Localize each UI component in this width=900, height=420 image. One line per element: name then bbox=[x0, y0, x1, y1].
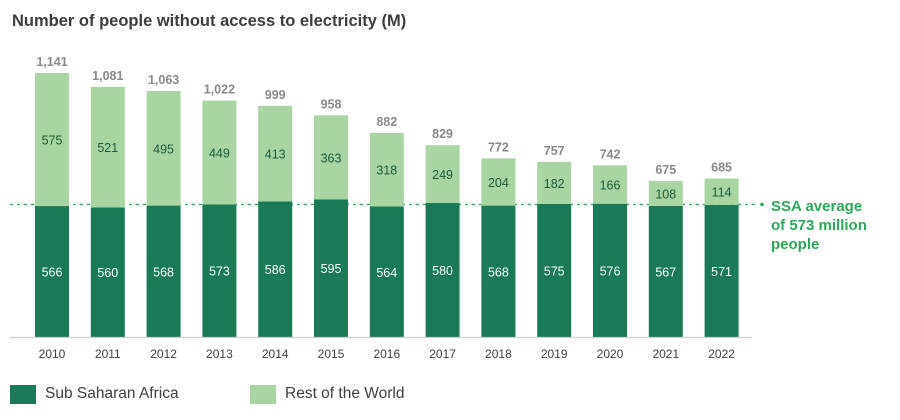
bar-ssa-2013 bbox=[202, 204, 237, 337]
data-label-ssa: 576 bbox=[600, 264, 621, 278]
x-tick-label: 2010 bbox=[39, 347, 66, 361]
x-tick-label: 2015 bbox=[318, 347, 345, 361]
data-label-rest: 114 bbox=[712, 186, 732, 200]
x-tick-label: 2017 bbox=[429, 347, 456, 361]
data-label-ssa: 560 bbox=[97, 266, 118, 280]
data-label-total: 999 bbox=[265, 88, 286, 102]
data-label-rest: 204 bbox=[488, 176, 509, 190]
bar-rest-2013 bbox=[202, 100, 237, 205]
bar-rest-2018 bbox=[481, 158, 516, 206]
data-label-rest: 363 bbox=[321, 151, 342, 165]
bar-rest-2012 bbox=[146, 91, 181, 206]
data-label-rest: 318 bbox=[376, 164, 397, 178]
bar-ssa-2020 bbox=[593, 203, 627, 337]
data-label-rest: 166 bbox=[600, 179, 621, 193]
x-tick-label: 2011 bbox=[95, 347, 121, 361]
bar-rest-2019 bbox=[537, 161, 572, 204]
bar-rest-2017 bbox=[425, 145, 460, 203]
data-label-total: 685 bbox=[711, 161, 732, 175]
bar-ssa-2019 bbox=[537, 203, 572, 337]
data-label-ssa: 571 bbox=[711, 265, 732, 279]
data-label-ssa: 567 bbox=[655, 265, 676, 279]
data-label-total: 958 bbox=[321, 97, 342, 111]
legend-swatch-ssa bbox=[10, 384, 36, 404]
x-tick-label: 2022 bbox=[708, 347, 735, 361]
bar-ssa-2011 bbox=[90, 207, 125, 337]
bar-ssa-2015 bbox=[314, 199, 348, 337]
legend-swatch-rest bbox=[250, 384, 276, 404]
bar-rest-2014 bbox=[258, 105, 293, 202]
data-label-total: 1,081 bbox=[92, 69, 123, 83]
bar-rest-2021 bbox=[648, 180, 683, 206]
data-label-ssa: 568 bbox=[153, 265, 174, 279]
bar-rest-2015 bbox=[314, 115, 348, 200]
bar-ssa-2021 bbox=[648, 205, 683, 337]
data-label-total: 1,022 bbox=[204, 83, 235, 97]
legend-label-ssa: Sub Saharan Africa bbox=[45, 385, 179, 402]
data-label-total: 757 bbox=[544, 144, 565, 158]
bar-ssa-2014 bbox=[258, 201, 293, 337]
legend-item-ssa: Sub Saharan Africa bbox=[10, 384, 179, 404]
data-label-rest: 108 bbox=[655, 187, 676, 201]
bar-ssa-2010 bbox=[35, 206, 69, 337]
bar-rest-2022 bbox=[704, 178, 739, 205]
data-label-rest: 182 bbox=[544, 177, 565, 191]
ssa-average-line-dot bbox=[760, 202, 764, 207]
data-label-total: 772 bbox=[488, 140, 509, 154]
x-tick-label: 2020 bbox=[597, 347, 624, 361]
data-label-rest: 495 bbox=[153, 142, 174, 156]
x-tick-label: 2016 bbox=[373, 347, 400, 361]
data-label-total: 882 bbox=[376, 115, 397, 129]
ssa-average-annotation: SSA average of 573 million people bbox=[771, 197, 867, 254]
bar-ssa-2017 bbox=[425, 202, 460, 337]
chart-title: Number of people without access to elect… bbox=[12, 12, 407, 30]
data-label-rest: 249 bbox=[432, 168, 453, 182]
x-tick-label: 2014 bbox=[262, 347, 289, 361]
data-label-ssa: 568 bbox=[488, 265, 509, 279]
x-tick-label: 2021 bbox=[652, 347, 679, 361]
data-label-ssa: 564 bbox=[376, 266, 397, 280]
bar-ssa-2016 bbox=[369, 206, 404, 337]
annotation-line: SSA average bbox=[771, 198, 863, 215]
data-label-total: 829 bbox=[432, 127, 453, 141]
data-label-ssa: 595 bbox=[321, 262, 342, 276]
x-tick-label: 2012 bbox=[150, 347, 177, 361]
data-label-total: 1,063 bbox=[148, 73, 179, 87]
legend-label-rest: Rest of the World bbox=[285, 385, 405, 402]
data-label-ssa: 575 bbox=[544, 264, 565, 278]
data-label-rest: 575 bbox=[42, 134, 63, 148]
x-tick-label: 2013 bbox=[206, 347, 233, 361]
data-label-ssa: 586 bbox=[265, 263, 286, 277]
legend-item-rest: Rest of the World bbox=[250, 384, 404, 404]
bar-ssa-2012 bbox=[146, 205, 181, 337]
data-label-rest: 521 bbox=[97, 141, 118, 155]
bar-ssa-2018 bbox=[481, 205, 516, 337]
annotation-line: of 573 million bbox=[771, 217, 867, 234]
data-label-ssa: 566 bbox=[42, 266, 63, 280]
data-label-total: 1,141 bbox=[36, 55, 67, 69]
annotation-line: people bbox=[771, 236, 820, 253]
bar-rest-2010 bbox=[35, 73, 69, 207]
x-tick-label: 2019 bbox=[541, 347, 568, 361]
bar-rest-2011 bbox=[90, 86, 125, 208]
bar-rest-2020 bbox=[593, 165, 627, 204]
data-label-rest: 413 bbox=[265, 148, 286, 162]
data-label-total: 742 bbox=[600, 147, 621, 161]
data-label-ssa: 573 bbox=[209, 265, 230, 279]
x-tick-label: 2018 bbox=[485, 347, 512, 361]
bar-ssa-2022 bbox=[704, 204, 739, 337]
bar-rest-2016 bbox=[369, 132, 404, 207]
data-label-rest: 449 bbox=[209, 146, 230, 160]
data-label-total: 675 bbox=[655, 163, 676, 177]
data-label-ssa: 580 bbox=[432, 264, 453, 278]
